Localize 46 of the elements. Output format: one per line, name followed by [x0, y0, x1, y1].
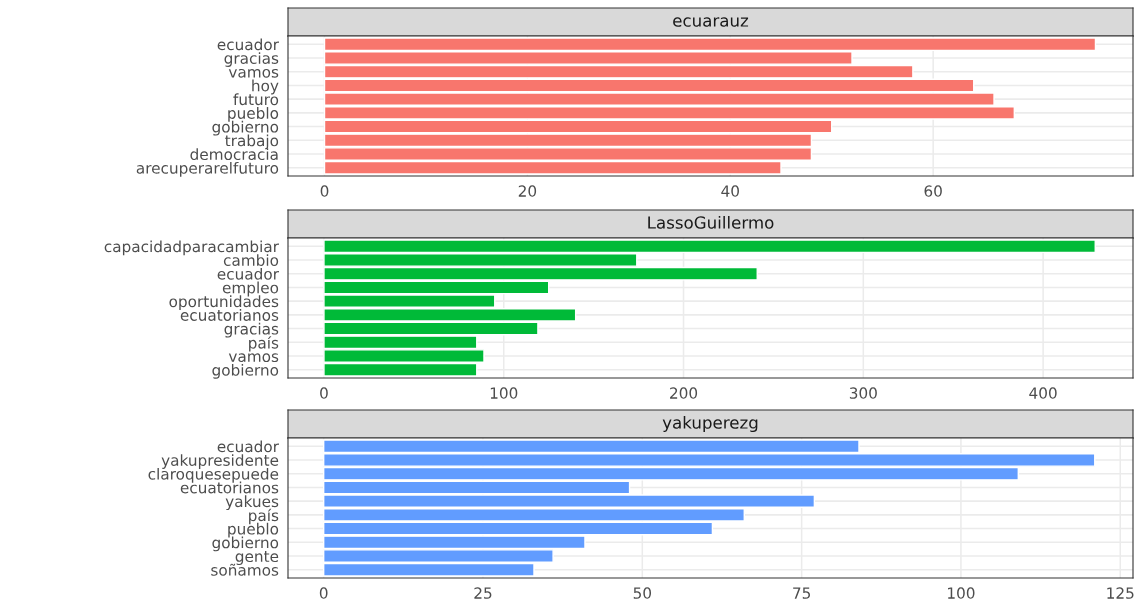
y-tick-label: oportunidades [169, 295, 279, 311]
chart-title: ecuarauz [673, 17, 749, 27]
y-tick-label: gente [235, 551, 279, 566]
y-tick-label: ecuatorianos [180, 309, 279, 321]
y-tick-label: trabajo [225, 134, 279, 150]
y-tick-label: claroquesepuede [148, 467, 279, 483]
y-tick-label: vamos [228, 353, 279, 363]
y-tick-label: yakupresidente [161, 454, 279, 469]
x-tick-label: 25 [474, 587, 492, 599]
chart-title: LassoGuillermo [648, 215, 774, 229]
x-tick-label: 200 [670, 387, 698, 399]
y-tick-label: gobierno [212, 120, 279, 136]
y-tick-label: arecuperarelfuturo [136, 161, 279, 177]
y-tick-label: gracias [224, 322, 279, 338]
y-tick-label: gobierno [212, 536, 279, 552]
x-tick-label: 0 [319, 587, 328, 599]
y-tick-label: ecuador [217, 440, 279, 453]
y-tick-label: yakues [225, 495, 279, 511]
y-tick-label: gobierno [212, 363, 279, 379]
x-tick-label: 0 [320, 185, 329, 197]
y-tick-label: democracia [190, 148, 278, 161]
y-tick-label: cambio [223, 254, 279, 266]
y-tick-label: ecuatorianos [180, 481, 279, 494]
x-tick-label: 0 [320, 387, 328, 399]
x-tick-label: 100 [490, 387, 518, 399]
y-tick-label: empleo [222, 281, 279, 297]
chart-title: yakuperezg [662, 415, 758, 433]
y-tick-label: ecuador [217, 267, 279, 280]
y-tick-label: pueblo [228, 107, 279, 122]
y-tick-label: hoy [252, 79, 279, 95]
y-tick-label: vamos [228, 68, 279, 78]
x-tick-label: 60 [924, 185, 942, 197]
x-tick-label: 300 [849, 387, 877, 399]
x-tick-label: 75 [793, 587, 811, 599]
x-tick-label: 400 [1029, 387, 1057, 399]
y-tick-label: soñamos [211, 563, 279, 576]
x-tick-label: 125 [1107, 587, 1134, 599]
x-tick-label: 20 [518, 185, 537, 197]
y-tick-label: capacidadparacambiar [104, 240, 279, 256]
x-tick-label: 50 [633, 587, 652, 599]
y-tick-label: ecuador [217, 38, 279, 51]
y-tick-label: país [249, 336, 279, 352]
x-tick-label: 100 [948, 587, 975, 599]
y-tick-label: futuro [233, 93, 279, 106]
y-tick-label: gracias [224, 52, 279, 67]
x-tick-label: 40 [721, 185, 739, 197]
